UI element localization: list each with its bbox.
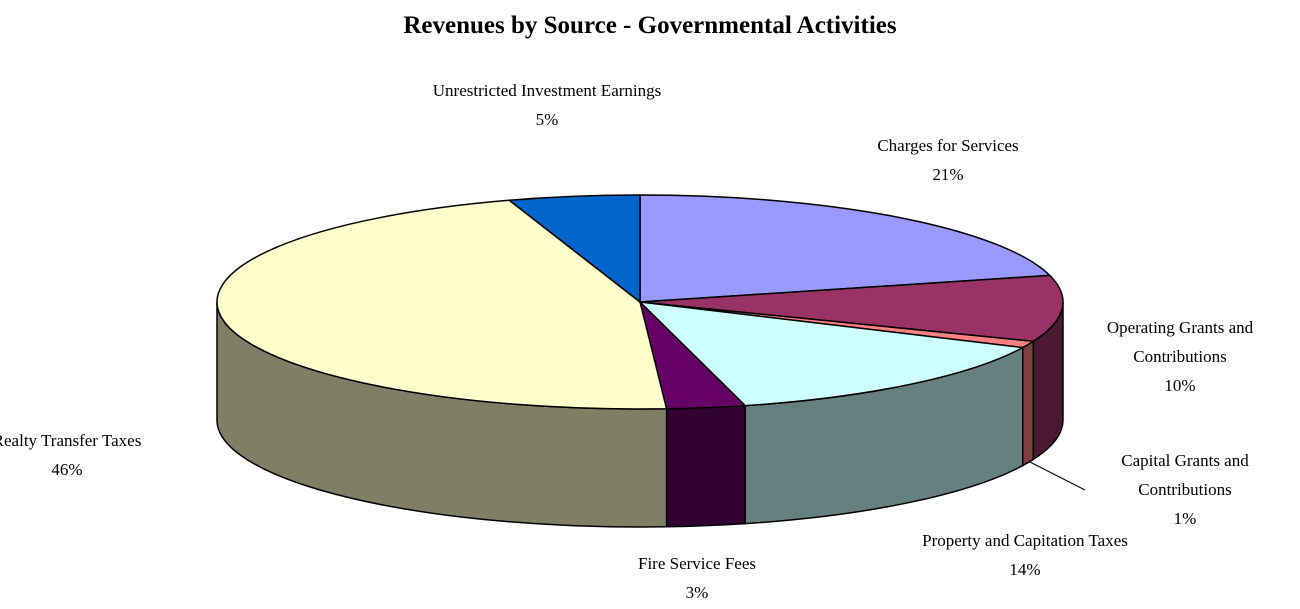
label-name: Fire Service Fees	[637, 554, 757, 573]
slice-label: Charges for Services 21%	[838, 131, 1058, 189]
slice-side	[1021, 340, 1035, 467]
slice	[507, 194, 641, 304]
slice-label: Capital Grants and Contributions 1%	[1095, 446, 1275, 533]
slice-label: Operating Grants and Contributions 10%	[1070, 313, 1290, 400]
label-value: 3%	[685, 583, 709, 602]
label-name: Capital Grants and Contributions	[1121, 451, 1249, 499]
label-value: 21%	[932, 165, 964, 184]
label-value: 5%	[535, 110, 559, 129]
label-value: 10%	[1164, 376, 1196, 395]
label-name: Unrestricted Investment Earnings	[432, 81, 662, 100]
label-name: Realty Transfer Taxes	[0, 431, 142, 450]
slice-label: Unrestricted Investment Earnings 5%	[427, 76, 667, 134]
slice	[637, 300, 1026, 407]
label-value: 1%	[1173, 509, 1197, 528]
label-value: 46%	[51, 460, 83, 479]
chart-title: Revenues by Source - Governmental Activi…	[403, 12, 897, 39]
pie-tops	[216, 194, 1064, 410]
label-value: 14%	[1009, 560, 1041, 579]
leader-line	[1029, 461, 1086, 491]
pie-sides	[216, 301, 1064, 528]
slice	[216, 199, 668, 410]
slice	[639, 274, 1064, 343]
slice	[639, 194, 1052, 303]
slice-side	[665, 404, 746, 528]
slice-label: Property and Capitation Taxes 14%	[905, 526, 1145, 584]
label-name: Operating Grants and Contributions	[1106, 318, 1254, 366]
label-name: Property and Capitation Taxes	[922, 531, 1128, 550]
slice-label: Realty Transfer Taxes 46%	[0, 426, 177, 484]
label-name: Charges for Services	[877, 136, 1019, 155]
slice-label: Fire Service Fees 3%	[587, 549, 807, 607]
